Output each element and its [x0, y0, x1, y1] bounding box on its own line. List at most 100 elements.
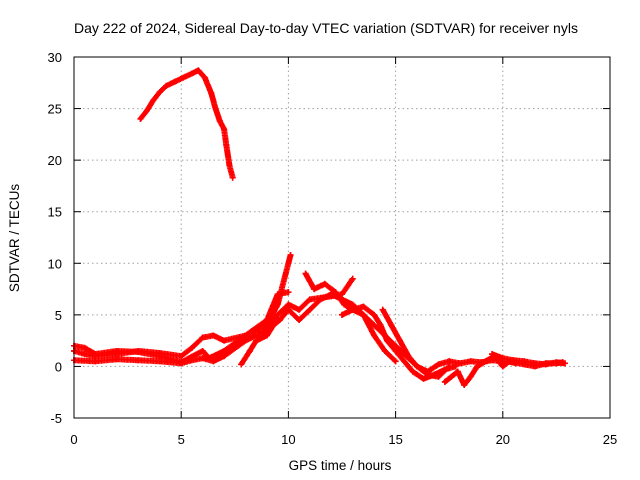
data-point: [226, 162, 233, 169]
x-tick-label: 5: [178, 432, 185, 447]
data-point: [210, 332, 217, 339]
data-point: [349, 275, 356, 282]
data-point: [143, 107, 150, 114]
data-point: [478, 359, 485, 366]
data-point: [135, 348, 142, 355]
data-point: [135, 357, 142, 364]
data-point: [321, 280, 328, 287]
data-marker-trail: [71, 289, 292, 360]
data-point: [285, 260, 292, 267]
data-point: [414, 363, 421, 370]
data-point: [405, 353, 412, 360]
y-tick-label: 30: [48, 50, 62, 65]
data-point: [263, 332, 270, 339]
data-point: [156, 89, 163, 96]
data-point: [285, 289, 292, 296]
x-axis-label: GPS time / hours: [289, 458, 392, 473]
data-point: [113, 347, 120, 354]
grid-lines: [74, 57, 610, 418]
y-tick-label: 10: [48, 256, 62, 271]
y-tick-label: 5: [55, 308, 62, 323]
axis-ticks: 0 5 10 15 20 25 -5 0 5 10 15 20 25 30: [48, 50, 618, 447]
data-point: [349, 301, 356, 308]
data-point: [137, 115, 144, 122]
data-point: [561, 360, 568, 367]
data-point: [409, 368, 416, 375]
data-point: [156, 358, 163, 365]
data-point: [171, 78, 178, 85]
data-point: [499, 355, 506, 362]
data-point: [360, 303, 367, 310]
data-point: [238, 361, 245, 368]
data-point: [401, 358, 408, 365]
data-point: [223, 141, 230, 148]
data-point: [199, 355, 206, 362]
x-tick-label: 25: [603, 432, 617, 447]
data-point: [371, 311, 378, 318]
data-point: [446, 358, 453, 365]
data-point: [392, 358, 399, 365]
data-point: [379, 306, 386, 313]
data-marker-trail: [137, 67, 236, 181]
data-point: [221, 347, 228, 354]
data-point: [276, 317, 283, 324]
data-point: [221, 337, 228, 344]
data-series: [489, 351, 568, 368]
data-point: [424, 368, 431, 375]
data-series: [71, 289, 292, 360]
y-tick-label: 25: [48, 102, 62, 117]
data-point: [242, 332, 249, 339]
data-point: [208, 90, 215, 97]
data-point: [296, 317, 303, 324]
data-point: [381, 347, 388, 354]
data-point: [371, 332, 378, 339]
data-point: [377, 322, 384, 329]
data-point: [210, 358, 217, 365]
data-point: [285, 306, 292, 313]
data-point: [306, 306, 313, 313]
data-point: [396, 337, 403, 344]
data-point: [456, 360, 463, 367]
data-point: [216, 117, 223, 124]
data-marker-trail: [302, 270, 453, 380]
data-point: [332, 289, 339, 296]
data-point: [431, 371, 438, 378]
data-point: [221, 353, 228, 360]
data-point: [392, 347, 399, 354]
data-point: [306, 296, 313, 303]
data-point: [199, 347, 206, 354]
chart-title: Day 222 of 2024, Sidereal Day-to-day VTE…: [74, 20, 578, 36]
x-tick-label: 15: [388, 432, 402, 447]
data-point: [188, 70, 195, 77]
data-point: [199, 334, 206, 341]
data-series: [339, 303, 459, 382]
data-point: [467, 373, 474, 380]
data-point: [178, 360, 185, 367]
data-point: [156, 353, 163, 360]
data-point: [180, 74, 187, 81]
y-axis-label: SDTVAR / TECUs: [7, 184, 22, 293]
y-tick-label: -5: [50, 411, 62, 426]
data-point: [499, 363, 506, 370]
x-tick-label: 10: [281, 432, 295, 447]
data-point: [360, 311, 367, 318]
data-point: [274, 311, 281, 318]
data-point: [339, 311, 345, 318]
x-tick-label: 0: [70, 432, 77, 447]
data-marker-trail: [71, 252, 294, 366]
data-point: [188, 357, 195, 364]
data-point: [349, 306, 356, 313]
data-point: [246, 347, 253, 354]
y-tick-label: 15: [48, 205, 62, 220]
data-point: [317, 296, 324, 303]
data-point: [467, 358, 474, 365]
data-point: [285, 301, 292, 308]
data-point: [371, 322, 378, 329]
plot-frame: [73, 56, 611, 419]
data-point: [195, 67, 202, 74]
data-point: [420, 375, 427, 382]
y-tick-label: 20: [48, 153, 62, 168]
data-point: [448, 373, 455, 380]
data-point: [489, 357, 496, 364]
